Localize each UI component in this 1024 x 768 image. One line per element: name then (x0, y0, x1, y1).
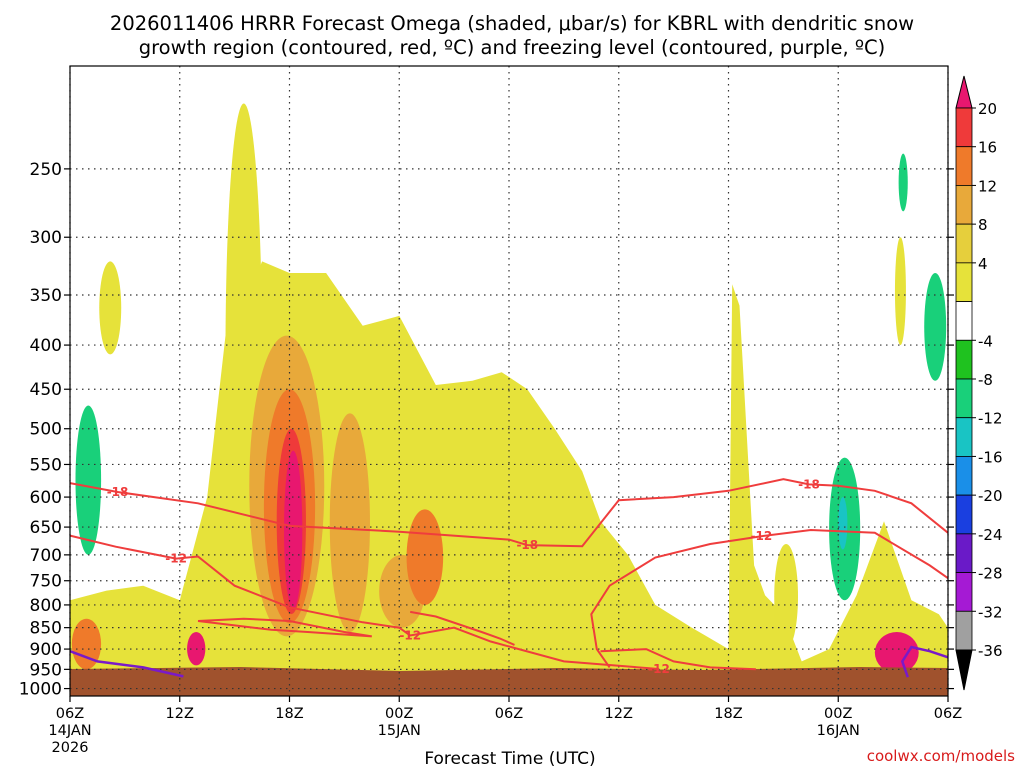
omega-plume-2 (774, 543, 799, 650)
omega-blob-11 (75, 405, 102, 555)
colorbar-band-0 (955, 107, 973, 148)
freezing-level-contour-0 (69, 650, 184, 678)
omega-plume-1 (894, 237, 906, 346)
x-axis-label: Forecast Time (UTC) (424, 749, 595, 768)
omega-blob-13 (924, 272, 947, 381)
temperature-contours (69, 478, 949, 678)
contour-label-5: -18 (798, 477, 820, 491)
colorbar-label-13: -36 (978, 642, 1003, 660)
colorbar-label-11: -28 (978, 565, 1003, 583)
dgz-contour-4 (410, 610, 515, 646)
contour-label-6: -12 (648, 662, 670, 676)
omega-blob-5 (329, 413, 370, 633)
xtick-label-48: 06Z (934, 706, 962, 722)
ytick-label-550: 550 (30, 455, 62, 475)
colorbar-band-7 (955, 378, 973, 419)
omega-blob-15 (838, 497, 848, 550)
ytick-label-950: 950 (30, 660, 62, 680)
omega-blob-14 (898, 153, 908, 212)
colorbar-top-arrow (955, 75, 973, 109)
chart-title-line1: 2026011406 HRRR Forecast Omega (shaded, … (110, 12, 914, 35)
xtick-label-42: 00Z (824, 706, 852, 722)
ytick-label-350: 350 (30, 286, 62, 306)
ytick-label-400: 400 (30, 336, 62, 356)
colorbar-label-4: 4 (978, 255, 988, 273)
colorbar-band-3 (955, 223, 973, 264)
contour-label-2: -12 (399, 629, 421, 643)
xtick-label-18: 00Z (385, 706, 413, 722)
colorbar-band-2 (955, 185, 973, 225)
dgz-contour-3 (197, 617, 372, 638)
ground-surface (70, 667, 948, 696)
colorbar-band-10 (955, 494, 973, 535)
colorbar-label-2: 12 (978, 177, 997, 195)
dgz-contour-1 (69, 534, 660, 670)
colorbar-label-10: -24 (978, 526, 1003, 544)
colorbar-label-7: -12 (978, 410, 1003, 428)
ytick-label-800: 800 (30, 596, 62, 616)
omega-blob-9 (71, 618, 102, 670)
colorbar-band-6 (955, 339, 973, 380)
colorbar-band-1 (955, 146, 973, 186)
colorbar-label-3: 8 (978, 216, 988, 234)
freezing-level-contour-1 (900, 645, 949, 678)
ytick-label-500: 500 (30, 420, 62, 440)
ytick-label-250: 250 (30, 160, 62, 180)
omega-blob-8 (874, 632, 919, 674)
xtick-label-12: 18Z (275, 706, 303, 722)
xtick-year-0: 2026 (52, 740, 89, 756)
y-axis: 2503003504004505005506006507007508008509… (19, 160, 954, 700)
xtick-label-30: 12Z (605, 706, 633, 722)
colorbar-band-5 (955, 301, 973, 341)
dgz-contour-2 (590, 528, 949, 668)
chart-title-line2: growth region (contoured, red, ºC) and f… (139, 36, 886, 59)
colorbar-label-5: -4 (978, 332, 993, 350)
ytick-label-900: 900 (30, 640, 62, 660)
xtick-date-18: 15JAN (378, 723, 421, 739)
xtick-label-36: 18Z (714, 706, 742, 722)
colorbar-label-8: -16 (978, 448, 1003, 466)
omega-blob-4 (284, 450, 303, 610)
ytick-label-600: 600 (30, 488, 62, 508)
colorbar-label-6: -8 (978, 371, 993, 389)
ytick-label-750: 750 (30, 572, 62, 592)
colorbar-band-9 (955, 456, 973, 496)
ytick-label-700: 700 (30, 546, 62, 566)
credit-text: coolwx.com/models (867, 747, 1015, 765)
ytick-label-450: 450 (30, 380, 62, 400)
colorbar-label-12: -32 (978, 603, 1003, 621)
omega-blob-7 (406, 509, 444, 605)
colorbar-band-12 (955, 572, 973, 612)
ytick-label-1000: 1000 (19, 680, 62, 700)
xtick-label-0: 06Z (56, 706, 84, 722)
ytick-label-650: 650 (30, 518, 62, 538)
xtick-label-24: 06Z (495, 706, 523, 722)
dgz-contour-0 (69, 478, 949, 548)
contour-labels: -18 -12 -12 -18 -12 -18 -12 (107, 477, 820, 676)
colorbar-label-0: 20 (978, 100, 997, 118)
colorbar-band-13 (955, 610, 973, 651)
xtick-date-0: 14JAN (48, 723, 91, 739)
ytick-label-850: 850 (30, 619, 62, 639)
colorbar-label-1: 16 (978, 139, 997, 157)
contour-label-4: -12 (751, 529, 773, 543)
colorbar-band-8 (955, 417, 973, 457)
xtick-date-42: 16JAN (817, 723, 860, 739)
colorbar-band-4 (955, 262, 973, 302)
contour-label-3: -18 (516, 538, 538, 552)
colorbar-bottom-arrow (955, 649, 973, 691)
colorbar-label-9: -20 (978, 487, 1003, 505)
contour-label-1: -12 (165, 552, 187, 566)
ytick-label-300: 300 (30, 228, 62, 248)
omega-plume-0 (99, 261, 122, 355)
gridlines (69, 66, 949, 696)
colorbar-band-11 (955, 533, 973, 573)
dgz-contour-5 (600, 648, 756, 671)
contour-label-0: -18 (107, 485, 129, 499)
xtick-label-6: 12Z (166, 706, 194, 722)
colorbar: 20 16 12 8 4 -4 -8 -12 -16 -20 -24 -28 -32 -36 (955, 75, 1003, 691)
